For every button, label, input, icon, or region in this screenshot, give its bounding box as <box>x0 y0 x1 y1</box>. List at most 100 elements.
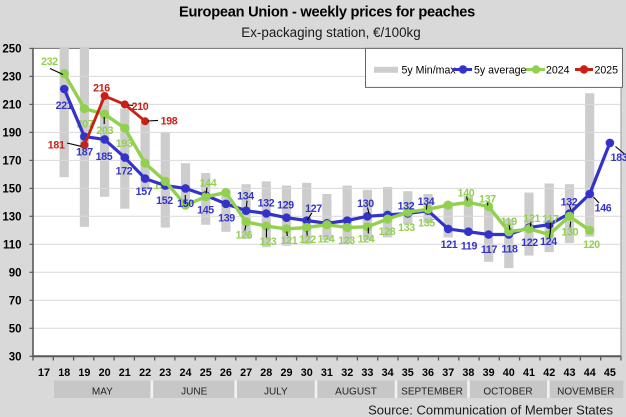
svg-text:SEPTEMBER: SEPTEMBER <box>401 386 463 397</box>
svg-text:121: 121 <box>523 213 540 225</box>
svg-text:152: 152 <box>156 195 173 207</box>
svg-text:146: 146 <box>595 202 612 214</box>
svg-text:150: 150 <box>177 198 194 210</box>
svg-text:27: 27 <box>240 367 252 379</box>
svg-text:183: 183 <box>611 152 626 164</box>
svg-text:120: 120 <box>583 239 600 251</box>
svg-text:119: 119 <box>501 216 518 228</box>
svg-text:5y Min/max: 5y Min/max <box>402 64 457 76</box>
svg-text:34: 34 <box>382 367 394 379</box>
svg-text:2025: 2025 <box>595 64 619 76</box>
svg-text:17: 17 <box>38 367 50 379</box>
svg-text:AUGUST: AUGUST <box>335 386 377 397</box>
svg-text:145: 145 <box>197 204 214 216</box>
svg-text:42: 42 <box>543 367 555 379</box>
svg-text:19: 19 <box>78 367 90 379</box>
svg-text:134: 134 <box>418 196 435 208</box>
svg-text:41: 41 <box>523 367 535 379</box>
svg-text:117: 117 <box>481 244 498 256</box>
svg-text:5y average: 5y average <box>474 64 527 76</box>
svg-text:44: 44 <box>584 367 596 379</box>
svg-text:26: 26 <box>220 367 232 379</box>
svg-text:32: 32 <box>341 367 353 379</box>
svg-text:130: 130 <box>561 226 578 238</box>
svg-text:122: 122 <box>299 234 316 246</box>
svg-text:Source: Communication of Membe: Source: Communication of Member States <box>368 403 613 417</box>
svg-text:216: 216 <box>93 82 110 94</box>
svg-text:129: 129 <box>277 199 294 211</box>
svg-text:133: 133 <box>398 222 415 234</box>
svg-text:124: 124 <box>318 233 335 245</box>
svg-text:39: 39 <box>483 367 495 379</box>
svg-text:MAY: MAY <box>92 386 113 397</box>
svg-text:OCTOBER: OCTOBER <box>483 386 532 397</box>
svg-text:18: 18 <box>58 367 70 379</box>
svg-text:130: 130 <box>357 198 374 210</box>
svg-text:250: 250 <box>2 43 21 55</box>
svg-text:123: 123 <box>260 236 277 248</box>
svg-text:150: 150 <box>2 183 21 195</box>
svg-text:135: 135 <box>418 217 435 229</box>
svg-text:20: 20 <box>99 367 111 379</box>
svg-text:117: 117 <box>542 213 559 225</box>
svg-text:29: 29 <box>280 367 292 379</box>
svg-text:JULY: JULY <box>264 386 288 397</box>
svg-text:127: 127 <box>305 203 322 215</box>
svg-text:230: 230 <box>2 71 21 83</box>
svg-text:119: 119 <box>461 240 478 252</box>
svg-text:36: 36 <box>422 367 434 379</box>
svg-text:210: 210 <box>2 99 21 111</box>
svg-text:31: 31 <box>321 367 333 379</box>
svg-text:132: 132 <box>258 198 275 210</box>
svg-text:132: 132 <box>561 196 578 208</box>
svg-text:37: 37 <box>442 367 454 379</box>
svg-text:European Union - weekly prices: European Union - weekly prices for peach… <box>179 5 475 21</box>
svg-text:128: 128 <box>379 226 396 238</box>
svg-text:24: 24 <box>179 367 191 379</box>
svg-text:40: 40 <box>503 367 515 379</box>
svg-text:137: 137 <box>479 193 496 205</box>
svg-text:203: 203 <box>96 125 113 137</box>
svg-text:38: 38 <box>462 367 474 379</box>
svg-text:110: 110 <box>3 239 22 251</box>
svg-text:134: 134 <box>237 190 254 202</box>
svg-text:121: 121 <box>441 239 458 251</box>
svg-text:22: 22 <box>139 367 151 379</box>
svg-text:90: 90 <box>9 267 22 279</box>
svg-text:157: 157 <box>136 186 153 198</box>
svg-text:NOVEMBER: NOVEMBER <box>557 386 614 397</box>
svg-text:2024: 2024 <box>546 64 570 76</box>
svg-text:139: 139 <box>218 212 235 224</box>
svg-text:190: 190 <box>2 127 21 139</box>
svg-text:70: 70 <box>9 295 22 307</box>
svg-text:132: 132 <box>398 201 415 213</box>
svg-text:172: 172 <box>116 165 133 177</box>
svg-text:193: 193 <box>116 138 133 150</box>
svg-text:198: 198 <box>161 115 178 127</box>
svg-text:123: 123 <box>338 235 355 247</box>
svg-text:Ex-packaging station, €/100kg: Ex-packaging station, €/100kg <box>241 25 420 40</box>
svg-text:130: 130 <box>2 211 21 223</box>
svg-text:122: 122 <box>521 237 538 249</box>
svg-text:35: 35 <box>402 367 414 379</box>
svg-text:126: 126 <box>236 229 253 241</box>
svg-text:21: 21 <box>119 367 131 379</box>
svg-text:25: 25 <box>200 367 212 379</box>
svg-text:33: 33 <box>361 367 373 379</box>
svg-text:30: 30 <box>9 351 22 363</box>
svg-text:124: 124 <box>358 233 375 245</box>
svg-text:45: 45 <box>604 367 616 379</box>
svg-text:185: 185 <box>96 151 113 163</box>
svg-text:30: 30 <box>301 367 313 379</box>
svg-text:43: 43 <box>563 367 575 379</box>
svg-text:121: 121 <box>281 235 298 247</box>
svg-text:144: 144 <box>200 177 217 189</box>
svg-text:124: 124 <box>540 236 557 248</box>
svg-text:140: 140 <box>458 187 475 199</box>
svg-text:181: 181 <box>48 140 65 152</box>
svg-text:JUNE: JUNE <box>181 386 207 397</box>
svg-text:232: 232 <box>41 56 58 68</box>
svg-text:118: 118 <box>501 243 518 255</box>
svg-text:50: 50 <box>9 323 22 335</box>
svg-text:170: 170 <box>2 155 21 167</box>
